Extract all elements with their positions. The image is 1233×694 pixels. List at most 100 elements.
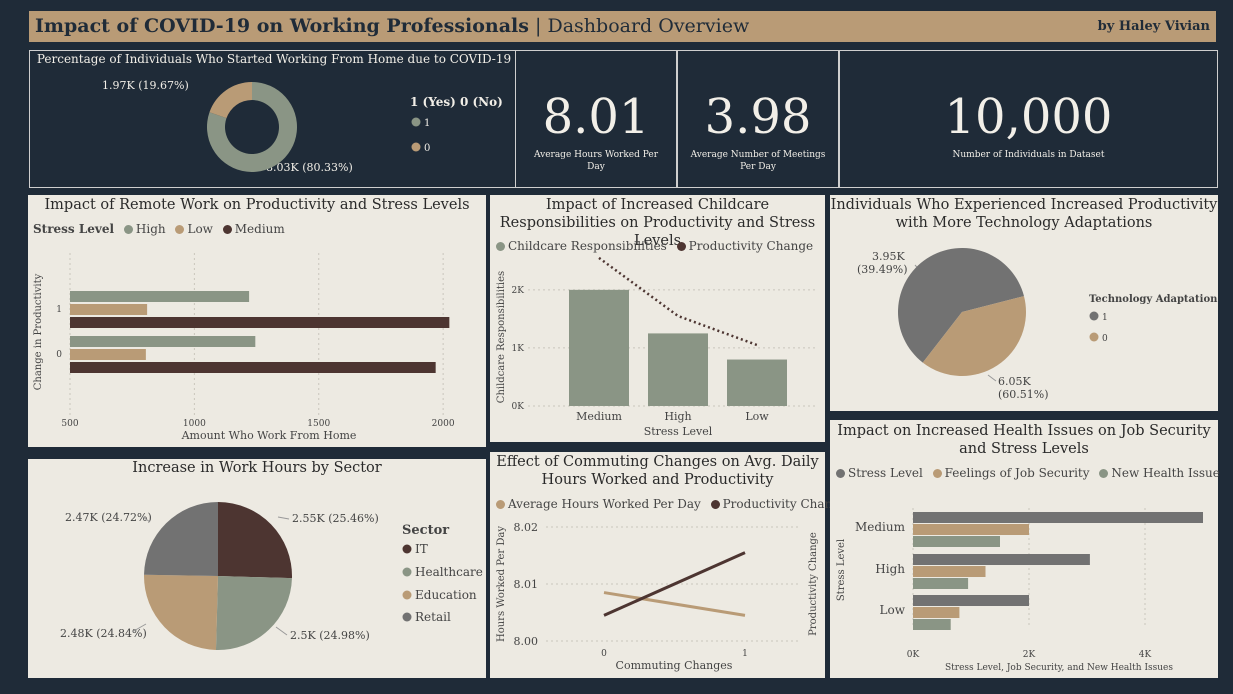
commuting-ylabel: Hours Worked Per Day [496,526,507,642]
kpi-individuals-label: Number of Individuals in Dataset [952,150,1105,160]
tech-legend-label-1: 1 [1102,313,1108,323]
childcare-ytick: 0K [512,402,525,412]
health-issues-title: Impact on Increased Health Issues on Job… [837,423,1211,457]
legend-dot-job-security [932,469,942,478]
kpi-card-individuals: 10,000 Number of Individuals in Dataset [839,50,1218,188]
commuting-line-average-hours-worked-per-day [603,591,746,617]
wfh_donut-slice-1 [207,82,298,172]
remote-xtick: 2000 [432,419,455,429]
kpi-meetings-value: 3.98 [704,89,812,145]
remote-bar-medium-0 [70,362,436,373]
sector-legend-education: Education [415,588,477,602]
remote-xtick: 1000 [183,419,206,429]
sector-legend-it: IT [415,542,428,556]
kpi-individuals-value: 10,000 [944,89,1113,145]
legend-dot-medium [222,225,232,234]
childcare-legend: Childcare Responsibilities Productivity … [490,239,813,253]
childcare-bar-medium [569,289,629,406]
kpi-card-meetings: 3.98 Average Number of Meetings Per Day [677,50,839,188]
sector-data-label-it: 2.55K (25.46%) [292,512,379,525]
sector-legend-dot-education [402,590,412,600]
health-bar-2-medium [913,536,1000,547]
childcare-bar-low [727,359,787,406]
remote-bar-low-0 [70,349,146,360]
commuting-legend: Average Hours Worked Per Day Productivit… [490,497,847,511]
tech-data-label-1-value: 6.05K [998,375,1031,388]
commuting-title: Effect of Commuting Changes on Avg. Dail… [496,454,819,488]
tech_adaptation-slice-1 [898,247,1024,363]
remote-xtick: 1500 [307,419,330,429]
legend-dot-productivity-change [710,500,720,509]
childcare-xtick: Medium [576,410,622,423]
remote-ylabel: Change in Productivity [33,273,44,390]
childcare-bar-high [648,333,708,406]
kpi-card-hours: 8.01 Average Hours Worked Per Day [515,50,677,188]
childcare-panel: Impact of Increased Childcare Responsibi… [490,195,825,442]
legend-dot-stress [836,469,845,478]
remote-xtick: 500 [61,419,78,429]
commuting-panel: Effect of Commuting Changes on Avg. Dail… [490,452,847,678]
sector_hours-slice-healthcare [215,576,292,650]
health-bar-2-low [913,619,951,630]
tech-adaptation-panel: Individuals Who Experienced Increased Pr… [830,195,1218,411]
remote-bar-high-0 [70,336,256,347]
sector-legend-dot-retail [402,612,412,622]
childcare-ylabel: Childcare Responsibilities [496,271,507,403]
legend-dot-low [175,225,185,234]
kpi-meetings-label: Average Number of Meetings Per Day [690,150,826,172]
legend-dot-childcare [496,242,505,251]
remote-bar-high-1 [70,291,250,302]
commuting-xtick: 0 [601,649,607,659]
tech-adaptation-title: Individuals Who Experienced Increased Pr… [830,197,1218,231]
health-bar-0-medium [913,512,1203,523]
tech-legend-title: Technology Adaptation [1089,294,1218,305]
sector-data-label-education: 2.48K (24.84%) [60,627,147,640]
health-bar-2-high [913,578,969,589]
sector_hours-slice-retail [144,502,218,576]
commuting-ytick: 8.00 [514,635,539,648]
wfh-legend-title: 1 (Yes) 0 (No) [410,95,503,109]
sector-legend-retail: Retail [415,610,451,624]
childcare-xtick: High [664,410,691,423]
wfh-legend-dot-1 [411,117,421,127]
sector_hours-slice-education [144,574,218,650]
wfh-legend-label-0: 0 [424,143,430,154]
commuting-y2label: Productivity Change [808,532,819,636]
sector-legend-dot-it [402,544,412,554]
legend-dot-health-issue [1099,469,1109,478]
sector-legend-healthcare: Healthcare [415,565,483,579]
childcare-ytick: 2K [512,286,525,296]
sector-data-label-retail: 2.47K (24.72%) [65,511,152,524]
wfh-donut-title: Percentage of Individuals Who Started Wo… [37,52,511,66]
remote-productivity-title: Impact of Remote Work on Productivity an… [44,197,470,213]
remote-ytick: 0 [56,350,62,360]
commuting-ytick: 8.01 [514,578,539,591]
health-issues-panel: Impact on Increased Health Issues on Job… [830,420,1220,678]
legend-dot-avg-hours [496,500,505,509]
health-bar-0-high [913,554,1090,565]
remote-bar-low-1 [70,304,148,315]
childcare-xtick: Low [745,410,769,423]
remote-productivity-panel: Impact of Remote Work on Productivity an… [28,195,486,447]
health-bar-1-low [913,607,960,618]
commuting-chart: Hours Worked Per Day Productivity Change… [496,521,819,672]
health-bar-1-high [913,566,986,577]
remote-xlabel: Amount Who Work From Home [181,429,357,442]
wfh-donut-panel: Percentage of Individuals Who Started Wo… [29,50,516,188]
author-label: by Haley Vivian [1097,19,1210,34]
sector-legend-dot-healthcare [402,567,412,577]
sector-hours-chart: Sector IT Healthcare Education Retail 2.… [60,502,483,650]
tech-data-label-0-value: 3.95K [872,250,905,263]
health-ytick: Low [880,603,906,617]
health-ylabel: Stress Level [836,539,847,601]
sector_hours-slice-it [218,502,292,579]
sector-legend-title: Sector [402,523,449,538]
wfh-data-label-0: 1.97K (19.67%) [102,79,189,92]
health-xlabel: Stress Level, Job Security, and New Heal… [945,663,1173,673]
wfh-donut-chart: Percentage of Individuals Who Started Wo… [37,52,511,174]
kpi-hours-label: Average Hours Worked Per Day [533,150,659,172]
health-ytick: High [875,562,905,576]
health-bar-0-low [913,595,1029,606]
sector-hours-title: Increase in Work Hours by Sector [132,460,382,476]
commuting-xtick: 1 [742,649,748,659]
